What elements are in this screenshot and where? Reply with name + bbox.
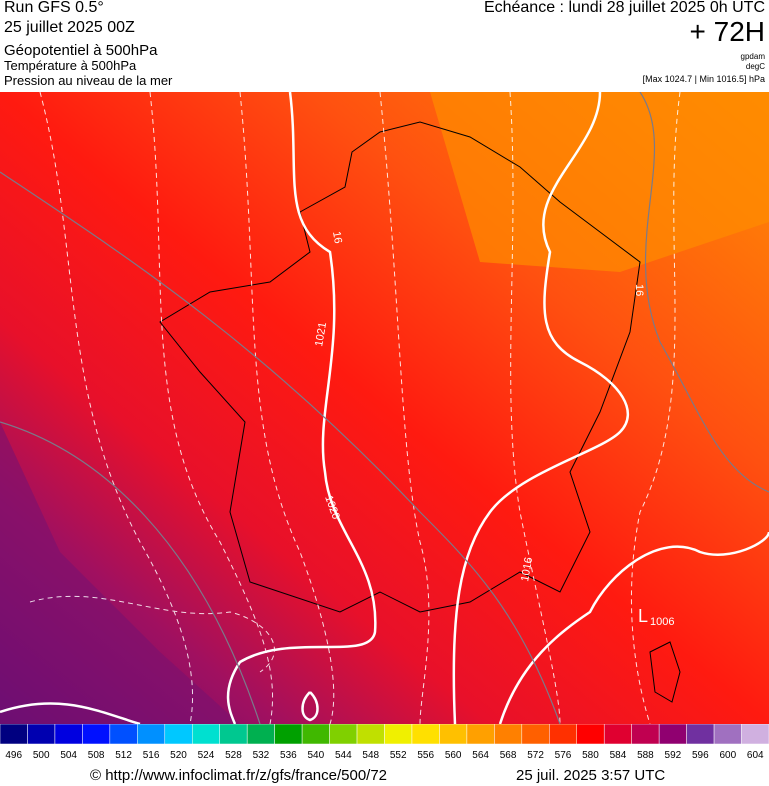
scale-label: 560 [445,750,462,761]
scale-label: 568 [500,750,517,761]
scale-swatch [631,724,660,745]
scale-label: 584 [610,750,627,761]
scale-label: 604 [747,750,764,761]
scale-swatch [329,724,358,745]
scale-label: 588 [637,750,654,761]
scale-swatch [713,724,742,745]
scale-swatch [521,724,550,745]
isobar-label: 1021 [313,321,329,347]
warm-zone [430,92,769,272]
scale-swatch [274,724,303,745]
low-value: 1006 [650,616,674,628]
layer-label: Pression au niveau de la mer [4,73,173,88]
scale-swatch [246,724,275,745]
pressure-range: [Max 1024.7 | Min 1016.5] hPa [642,74,765,84]
scale-swatch [301,724,330,745]
scale-swatch [82,724,111,745]
country-border [159,121,641,613]
cold-zone [0,422,240,724]
scale-label: 548 [362,750,379,761]
scale-label: 540 [307,750,324,761]
scale-swatch [549,724,577,745]
scale-label: 496 [5,750,22,761]
scale-label: 564 [472,750,489,761]
scale-swatch [411,724,440,745]
isobar-label: 1016 [519,556,535,582]
map: 16 1021 1020 1016 16 L 1006 [0,92,769,724]
scale-swatch [164,724,193,745]
scale-label: 556 [417,750,434,761]
scale-swatch [466,724,495,745]
scale-label: 500 [33,750,50,761]
layer-label: Géopotentiel à 500hPa [4,42,158,59]
scale-swatch [27,724,56,745]
scale-label: 552 [390,750,407,761]
scale-swatch [686,724,715,745]
scale-swatch [0,724,28,745]
scale-swatch [219,724,248,745]
layer-label: Température à 500hPa [4,58,137,73]
scale-swatch [192,724,220,745]
geopotential-lines [0,92,769,724]
low-symbol: L [638,606,648,626]
scale-label: 528 [225,750,242,761]
scale-label: 576 [555,750,572,761]
forecast-time: Echéance : lundi 28 juillet 2025 0h UTC [483,0,765,16]
scale-label: 544 [335,750,352,761]
scale-label: 600 [719,750,736,761]
island-border [649,641,681,703]
temperature-isolines [29,92,681,724]
scale-label: 580 [582,750,599,761]
scale-swatch [658,724,687,745]
scale-swatch [137,724,166,745]
isobar-label: 16 [330,230,344,244]
scale-swatch [603,724,632,745]
scale-label: 524 [198,750,215,761]
run-date: 25 juillet 2025 00Z [4,19,135,36]
scale-label: 536 [280,750,297,761]
scale-swatch [741,724,769,745]
scale-swatch [54,724,83,745]
unit-label: degC [745,62,765,71]
scale-swatch [439,724,468,745]
scale-swatch [576,724,605,745]
color-scale: 496 500 504 508 512 516 520 524 528 532 536 540 544 5… [0,724,769,761]
scale-label: 520 [170,750,187,761]
forecast-offset: + 72H [689,16,766,47]
isobar-label: 16 [633,284,645,296]
scale-swatch [109,724,138,745]
scale-label: 504 [60,750,77,761]
source-link: © http://www.infoclimat.fr/z/gfs/france/… [90,767,388,784]
scale-label: 512 [115,750,132,761]
scale-label: 596 [692,750,709,761]
scale-label: 532 [253,750,270,761]
isobars [0,92,769,724]
scale-label: 572 [527,750,544,761]
scale-label: 516 [143,750,160,761]
scale-label: 508 [88,750,105,761]
generated-time: 25 juil. 2025 3:57 UTC [516,767,666,784]
run-label: Run GFS 0.5° [4,0,104,16]
scale-swatch [356,724,385,745]
unit-label: gpdam [740,52,765,61]
scale-swatch [384,724,413,745]
scale-swatch [494,724,523,745]
scale-label: 592 [665,750,682,761]
